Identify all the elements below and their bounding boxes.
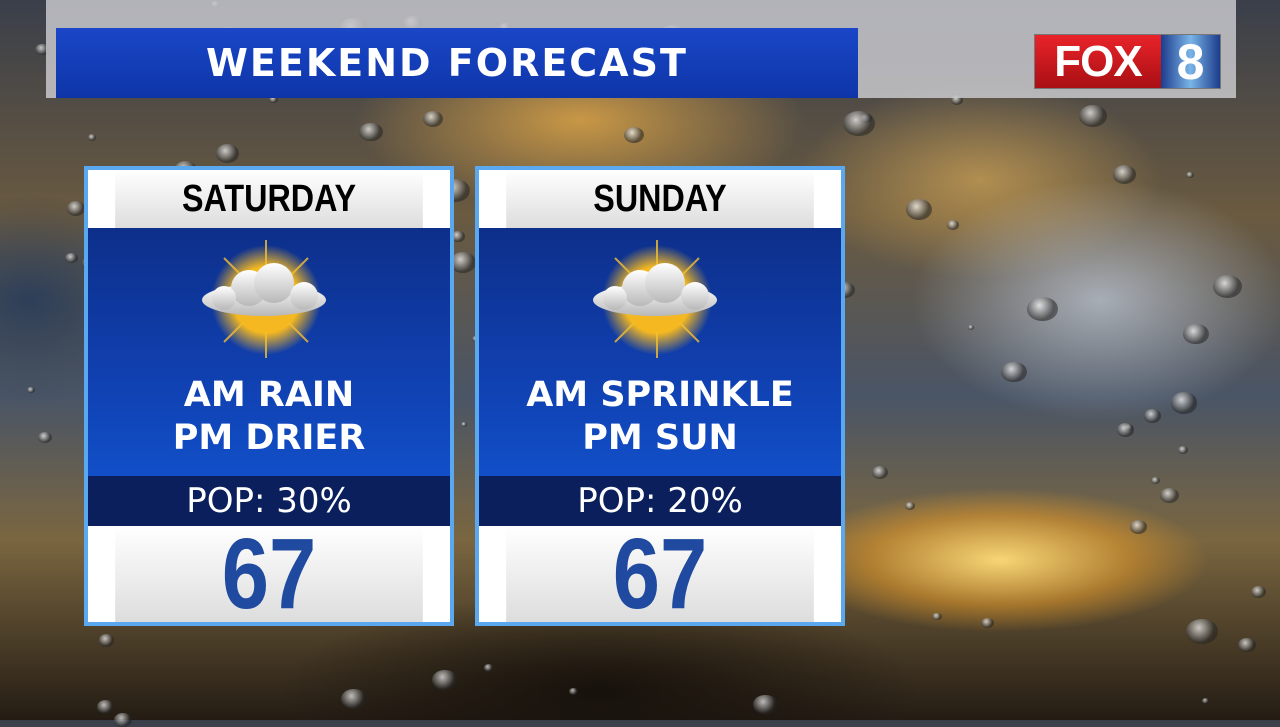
raindrop bbox=[26, 386, 35, 394]
raindrop bbox=[968, 325, 975, 330]
raindrop bbox=[66, 201, 86, 217]
partly-cloudy-icon bbox=[592, 239, 718, 358]
raindrop bbox=[753, 694, 778, 715]
raindrop bbox=[483, 664, 494, 672]
raindrop bbox=[114, 713, 132, 727]
condition-line-2: PM SUN bbox=[582, 418, 738, 458]
raindrop bbox=[359, 122, 383, 142]
raindrop bbox=[568, 688, 578, 696]
fox8-logo: FOX 8 bbox=[1034, 34, 1221, 90]
partly-cloudy-icon bbox=[201, 239, 327, 358]
raindrop bbox=[843, 110, 876, 137]
raindrop bbox=[422, 110, 444, 127]
raindrop bbox=[1170, 392, 1198, 414]
raindrop bbox=[1185, 171, 1194, 179]
raindrop bbox=[947, 219, 960, 230]
raindrop bbox=[87, 134, 96, 141]
condition-line-1: AM RAIN bbox=[183, 375, 355, 415]
raindrop bbox=[1150, 476, 1160, 484]
raindrop bbox=[269, 96, 278, 104]
raindrop bbox=[1001, 361, 1027, 382]
raindrop bbox=[341, 688, 367, 709]
forecast-card-sunday: SUNDAY AM SPRINKLE PM SUN POP: 20% 67 bbox=[475, 166, 845, 630]
raindrop bbox=[432, 669, 458, 690]
logo-8: 8 bbox=[1161, 34, 1220, 90]
raindrop bbox=[450, 252, 477, 273]
logo-fox: FOX bbox=[1035, 35, 1161, 88]
precip-probability: POP: 20% bbox=[479, 476, 841, 526]
forecast-card-saturday: SATURDAY AM RAIN PM DRIER POP: 30% 67 bbox=[84, 166, 454, 630]
raindrop bbox=[1186, 619, 1218, 645]
raindrop bbox=[1113, 165, 1137, 184]
raindrop bbox=[1160, 488, 1180, 504]
raindrop bbox=[1213, 275, 1243, 299]
precip-probability: POP: 30% bbox=[88, 476, 450, 526]
page-title: WEEKEND FORECAST bbox=[56, 28, 858, 98]
raindrop bbox=[37, 432, 52, 444]
raindrop bbox=[1237, 637, 1256, 653]
raindrop bbox=[981, 618, 995, 629]
raindrop bbox=[1144, 409, 1162, 423]
raindrop bbox=[905, 502, 916, 511]
raindrop bbox=[623, 126, 645, 144]
day-name: SUNDAY bbox=[506, 170, 814, 228]
raindrop bbox=[98, 634, 115, 647]
condition-line-1: AM SPRINKLE bbox=[526, 375, 794, 415]
raindrop bbox=[871, 465, 889, 480]
raindrop bbox=[1177, 445, 1189, 454]
raindrop bbox=[1129, 519, 1148, 534]
raindrop bbox=[1116, 422, 1135, 438]
condition-text: AM SPRINKLE PM SUN bbox=[479, 374, 841, 460]
high-temperature: 67 bbox=[506, 518, 814, 630]
raindrop bbox=[1183, 323, 1210, 345]
raindrop bbox=[35, 43, 50, 56]
raindrop bbox=[96, 700, 114, 715]
day-name: SATURDAY bbox=[115, 170, 423, 228]
raindrop bbox=[1079, 104, 1107, 127]
raindrop bbox=[460, 421, 467, 427]
raindrop bbox=[951, 94, 964, 105]
raindrop bbox=[65, 253, 78, 264]
raindrop bbox=[932, 612, 942, 621]
raindrop bbox=[215, 144, 240, 163]
raindrop bbox=[1202, 698, 1210, 705]
condition-text: AM RAIN PM DRIER bbox=[88, 374, 450, 460]
high-temperature: 67 bbox=[115, 518, 423, 630]
raindrop bbox=[1251, 586, 1267, 599]
raindrop bbox=[905, 198, 933, 221]
condition-line-2: PM DRIER bbox=[172, 418, 366, 458]
raindrop bbox=[451, 231, 465, 242]
raindrop bbox=[1027, 296, 1058, 322]
